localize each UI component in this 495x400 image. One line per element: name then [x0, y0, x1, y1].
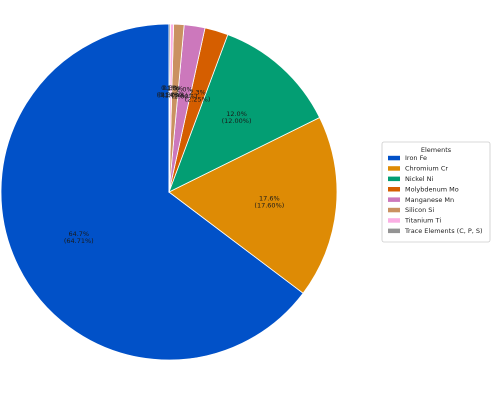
pie-slice-labels: 64.7% (64.71%) 17.6% (17.60%) 12.0% (12.00%) 2… [64, 84, 284, 245]
legend-swatch [388, 176, 400, 182]
slice-label: 0.3% (0.30%) [158, 84, 184, 99]
legend-items: Iron Fe Chromium Cr Nickel Ni Molybdenum Mo… [388, 154, 483, 235]
legend-swatch [388, 207, 400, 213]
legend-swatch [388, 228, 400, 234]
legend-item: Nickel Ni [388, 175, 434, 183]
legend: Elements Iron Fe Chromium Cr Nickel Ni Moly… [381, 141, 491, 243]
legend-item: Manganese Mn [388, 196, 454, 204]
pie-slice-iron-fe [0, 23, 304, 361]
legend-item: Chromium Cr [388, 165, 448, 173]
legend-label: Iron Fe [405, 154, 427, 162]
slice-label: 17.6% (17.60%) [254, 194, 284, 209]
slice-label: 2.0% (2.00%) [172, 85, 198, 100]
slice-label: 1.0% (1.00%) [162, 84, 188, 99]
legend-label: Nickel Ni [405, 175, 434, 183]
pie-slices [0, 23, 338, 361]
legend-swatch [388, 187, 400, 192]
legend-label: Trace Elements (C, P, S) [404, 227, 483, 235]
legend-item: Trace Elements (C, P, S) [388, 227, 483, 235]
legend-swatch [388, 166, 400, 171]
legend-item: Silicon Si [388, 206, 434, 214]
legend-item: Titanium Ti [388, 217, 441, 225]
legend-label: Chromium Cr [405, 165, 448, 173]
legend-swatch [388, 155, 400, 161]
legend-swatch [388, 218, 400, 223]
legend-label: Manganese Mn [405, 196, 454, 204]
legend-label: Titanium Ti [404, 217, 441, 225]
slice-label: 2.3% (2.25%) [185, 88, 211, 103]
pie-slice-nickel-ni [168, 34, 321, 193]
pie-slice-chromium-cr [168, 116, 338, 294]
legend-item: Molybdenum Mo [388, 185, 459, 193]
legend-title: Elements [421, 146, 452, 154]
slice-label: 12.0% (12.00%) [222, 110, 252, 125]
slice-label: 0.1% (0.14%) [157, 84, 183, 99]
legend-box [381, 141, 491, 243]
slice-label: 64.7% (64.71%) [64, 230, 94, 245]
pie-slice-trace-elements-c-p-s [168, 23, 171, 193]
legend-swatch [388, 197, 400, 202]
legend-label: Molybdenum Mo [405, 185, 459, 193]
legend-item: Iron Fe [388, 154, 427, 162]
legend-label: Silicon Si [405, 206, 434, 214]
